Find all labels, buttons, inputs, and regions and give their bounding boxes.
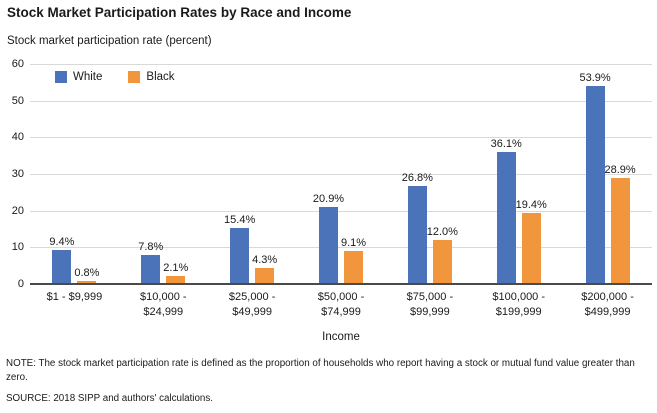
barwrap-black-5: 12.0% [427,226,458,284]
barwrap-white-7: 53.9% [579,72,611,284]
x-tick-label-2: $10,000 - $24,999 [140,291,187,318]
value-label-white-7: 53.9% [579,72,611,85]
y-tick-label-0: 0 [17,278,24,290]
legend-swatch-white [55,71,67,83]
bar-group-5: 26.8% 12.0% [385,64,474,284]
value-label-white-1: 9.4% [49,235,75,248]
bar-white-7 [585,86,605,284]
value-label-black-4: 9.1% [340,236,367,249]
barwrap-white-2: 7.8% [138,241,163,284]
value-label-black-5: 12.0% [426,226,458,238]
bar-group-4: 20.9% 9.1% [297,64,386,284]
x-tick-label-5: $75,000 - $99,999 [406,291,454,318]
y-tick-label-50: 50 [11,94,24,107]
value-label-white-3: 15.4% [224,213,256,226]
y-tick-label-10: 10 [11,241,24,254]
y-tick-label-20: 20 [11,204,24,217]
bar-black-6 [521,212,541,284]
x-axis-title: Income [322,331,360,343]
barwrap-white-5: 26.8% [402,172,433,284]
bar-groups: 9.4% 0.8% 7.8% 2.1% 15.4% 4.3% 20.9% 9.1% 26.8% 1… [30,64,652,284]
bar-black-1 [77,281,97,284]
y-axis-title: Stock market participation rate (percent… [7,35,212,47]
barwrap-white-4: 20.9% [313,193,344,284]
x-axis-labels: $1 - $9,999 $10,000 - $24,999 $25,000 - $4… [30,290,652,319]
y-tick-label-30: 30 [11,168,24,180]
gridline-60 [30,64,652,65]
bar-white-5 [407,185,427,284]
y-tick-label-60: 60 [11,58,24,70]
bar-white-1 [52,249,72,284]
bar-group-3: 15.4% 4.3% [208,64,297,284]
plot-area: 9.4% 0.8% 7.8% 2.1% 15.4% 4.3% 20.9% 9.1% 26.8% 1… [30,64,652,284]
bar-black-7 [610,178,630,284]
bar-group-1: 9.4% 0.8% [30,64,119,284]
value-label-black-1: 0.8% [74,267,100,280]
bar-white-4 [319,207,338,284]
legend-swatch-black [128,71,141,83]
legend-item-white: White [55,71,102,83]
value-label-black-6: 19.4% [515,198,547,211]
barwrap-white-3: 15.4% [224,214,255,284]
value-label-black-7: 28.9% [604,164,636,177]
bar-white-2 [141,255,161,284]
legend-item-black: Black [128,71,175,83]
bar-group-6: 36.1% 19.4% [474,64,563,284]
value-label-white-5: 26.8% [401,171,433,184]
barwrap-white-1: 9.4% [49,236,74,284]
note-text: NOTE: The stock market participation rat… [6,358,635,383]
gridline-30 [30,174,652,175]
barwrap-black-1: 0.8% [74,267,99,284]
value-label-white-2: 7.8% [138,241,164,254]
gridline-40 [30,137,652,139]
chart-title: Stock Market Participation Rates by Race… [7,5,352,20]
x-tick-label-1: $1 - $9,999 [46,291,103,303]
value-label-black-2: 2.1% [163,262,189,275]
legend: White Black [55,71,175,83]
barwrap-black-3: 4.3% [252,254,277,284]
bar-group-2: 7.8% 2.1% [119,64,208,284]
value-label-black-3: 4.3% [252,254,278,267]
bar-black-5 [432,240,452,284]
legend-label-white: White [73,71,103,83]
gridline-50 [30,100,652,102]
barwrap-black-2: 2.1% [163,262,188,284]
bar-white-6 [496,151,516,284]
bar-group-7: 53.9% 28.9% [563,64,652,284]
barwrap-black-6: 19.4% [516,199,547,284]
bar-white-3 [230,227,250,284]
legend-label-black: Black [146,71,175,83]
x-tick-label-4: $50,000 - $74,999 [317,291,365,318]
bar-black-4 [344,250,363,284]
y-axis-labels: 0 10 20 30 40 50 60 [2,58,24,290]
barwrap-black-4: 9.1% [341,237,366,284]
bar-black-2 [166,276,186,284]
value-label-white-6: 36.1% [490,137,522,150]
x-tick-label-6: $100,000 - $199,999 [492,291,546,318]
gridline-20 [30,210,652,212]
x-tick-label-3: $25,000 - $49,999 [228,291,276,318]
gridline-10 [30,247,652,249]
barwrap-black-7: 28.9% [604,164,636,284]
value-label-white-4: 20.9% [312,193,345,206]
barwrap-white-6: 36.1% [491,138,522,284]
source-text: SOURCE: 2018 SIPP and authors' calculati… [6,393,213,404]
x-axis-line [30,283,652,285]
x-tick-label-7: $200,000 - $499,999 [581,291,634,318]
y-tick-label-40: 40 [11,131,24,144]
bar-black-3 [255,268,275,284]
